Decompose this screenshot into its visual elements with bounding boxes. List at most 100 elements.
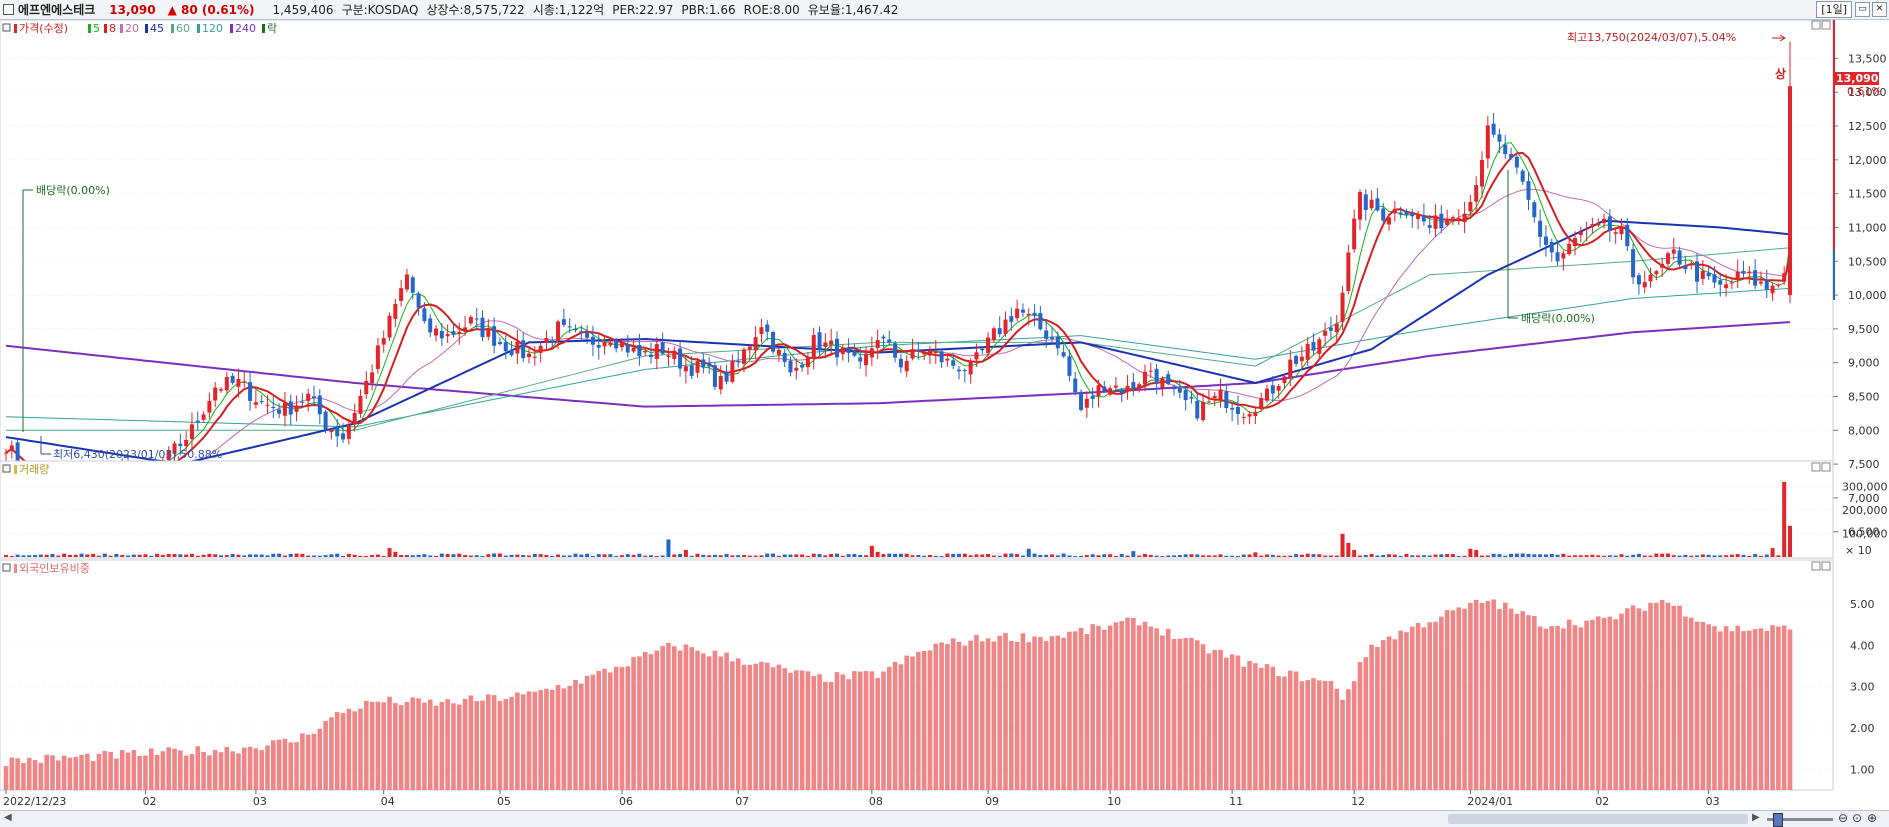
legend-ma20[interactable]: 20 (125, 22, 139, 35)
period-selector[interactable]: [1일] (1816, 1, 1852, 18)
price-tick-label: 11,000 (1848, 221, 1887, 234)
legend-ma120-swatch (197, 24, 200, 33)
volume-bar (573, 553, 578, 557)
volume-collapse-icon[interactable] (2, 464, 11, 473)
foreign-bar (1282, 676, 1287, 790)
legend-ma45[interactable]: 45 (150, 22, 164, 35)
foreign-bar (863, 671, 869, 790)
maximize-icon[interactable]: ▭ (1855, 2, 1870, 17)
volume-bar (1549, 553, 1554, 557)
foreign-bar (1183, 638, 1188, 790)
price-change: ▲ 80 (0.61%) (167, 2, 255, 17)
close-icon[interactable]: ✕ (1872, 2, 1887, 17)
volume-bar (248, 554, 253, 557)
candle-body (579, 331, 584, 333)
foreign-bar (1717, 631, 1723, 790)
volume-bar (590, 555, 595, 557)
foreign-bar (79, 754, 84, 790)
foreign-bar (1340, 699, 1345, 790)
volume-bar (1584, 555, 1589, 557)
candle-body (869, 348, 874, 358)
foreign-bar (1752, 629, 1758, 790)
foreign-bar (102, 750, 108, 790)
foreign-bar (648, 654, 654, 790)
foreign-bar (1171, 639, 1177, 790)
foreign-bar (1101, 629, 1107, 790)
foreign-bar (660, 646, 665, 790)
candle-body (747, 346, 752, 350)
zoom-slider-knob[interactable] (1773, 813, 1783, 827)
foreign-bar (1351, 681, 1357, 790)
foreign-bar (1555, 625, 1560, 790)
foreign-bar (1578, 627, 1584, 790)
volume-maximize-icon[interactable] (1811, 462, 1821, 472)
zoom-in-icon[interactable]: ⊕ (1867, 811, 1878, 825)
zoom-reset-icon[interactable]: ⊙ (1852, 811, 1863, 825)
price-close-icon[interactable] (1821, 20, 1831, 30)
volume-bar (259, 554, 264, 557)
volume-bar (219, 555, 224, 557)
foreign-bar (1038, 637, 1043, 790)
window-icon[interactable] (3, 4, 14, 15)
candle-body (1020, 309, 1025, 313)
foreign-bar (195, 746, 201, 790)
scroll-thumb[interactable] (1448, 814, 1748, 824)
foreign-bar (968, 640, 973, 790)
candle-body (1509, 153, 1514, 159)
candle-body (1096, 385, 1101, 397)
volume-bars (4, 482, 1792, 557)
legend-ma60[interactable]: 60 (176, 22, 190, 35)
volume-bar (887, 553, 892, 557)
scroll-left-icon[interactable]: ◀ (4, 812, 12, 823)
candle-body (1055, 336, 1060, 349)
volume-bar (236, 554, 241, 557)
price-maximize-icon[interactable] (1811, 20, 1821, 30)
zoom-slider-track[interactable] (1767, 818, 1833, 821)
foreign-bar (1224, 657, 1229, 790)
legend-ma5[interactable]: 5 (93, 22, 100, 35)
foreign-bar (1526, 615, 1531, 790)
ma240-line (5, 321, 1791, 408)
foreign-bar (666, 642, 671, 790)
candle-body (759, 327, 764, 334)
volume-bar (1177, 555, 1182, 557)
foreign-collapse-icon[interactable] (2, 563, 11, 572)
volume-bar (1270, 554, 1275, 557)
foreign-bar (497, 700, 503, 790)
volume-bar (1741, 554, 1746, 557)
legend-price[interactable]: 가격(수정) (19, 22, 68, 35)
foreign-title[interactable]: 외국인보유비중 (19, 562, 90, 575)
foreign-maximize-icon[interactable] (1811, 561, 1821, 571)
candle-body (381, 338, 386, 345)
scroll-right-icon[interactable]: ▶ (1752, 812, 1760, 823)
volume-bar (503, 555, 508, 557)
legend-dividend[interactable]: 락 (267, 22, 277, 35)
volume-bar (108, 555, 113, 557)
scroll-bar[interactable]: ◀ ▶ ⊖ ⊙ ⊕ (0, 810, 1889, 827)
legend-ma120[interactable]: 120 (202, 22, 223, 35)
candle-body (1491, 123, 1496, 135)
legend-ma8[interactable]: 8 (109, 22, 116, 35)
volume-bar (1439, 554, 1444, 557)
volume-bar (619, 555, 624, 557)
legend-ma240[interactable]: 240 (235, 22, 256, 35)
foreign-bar (305, 734, 311, 790)
pane-collapse-icon[interactable] (2, 23, 11, 32)
foreign-bar (1415, 622, 1421, 790)
foreign-bar (15, 758, 20, 790)
foreign-bar (1421, 627, 1427, 790)
candle-body (991, 328, 996, 340)
foreign-close-icon[interactable] (1821, 561, 1831, 571)
volume-close-icon[interactable] (1821, 462, 1831, 472)
candle-body (1788, 86, 1792, 296)
volume-title[interactable]: 거래량 (19, 463, 49, 476)
chart-annotations: 최고13,750(2024/03/07),5.04% 배당락(0.00%) 배당… (22, 20, 1882, 461)
stock-name[interactable]: 에프엔에스테크 (18, 3, 96, 17)
volume-bar (579, 554, 584, 557)
volume-bar (1683, 554, 1688, 557)
candle-body (1154, 368, 1159, 384)
volume-bar (1299, 554, 1304, 557)
stock-chart[interactable]: 13,500 13,000 12,500 12,000 11,500 11,000 10,5… (0, 20, 1889, 810)
zoom-out-icon[interactable]: ⊖ (1838, 811, 1849, 825)
candle-body (800, 364, 805, 368)
